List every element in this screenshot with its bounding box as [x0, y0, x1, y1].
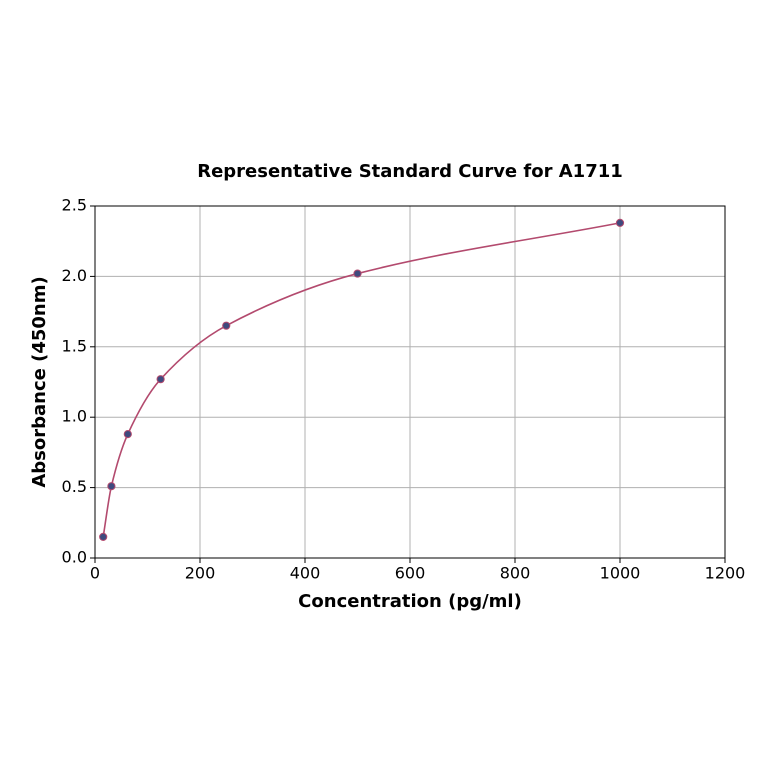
data-point: [615, 218, 625, 227]
y-tick-label: 0.0: [62, 548, 87, 567]
x-tick-label: 200: [185, 564, 216, 583]
data-point: [222, 321, 231, 330]
x-tick-label: 0: [90, 564, 100, 583]
data-point: [107, 482, 116, 491]
data-point: [353, 269, 362, 278]
x-tick-label: 1000: [600, 564, 641, 583]
y-tick-label: 0.5: [62, 477, 87, 496]
y-axis-label: Absorbance (450nm): [29, 276, 50, 487]
y-tick-label: 1.5: [62, 336, 87, 355]
x-tick-label: 800: [500, 564, 531, 583]
data-point: [156, 375, 165, 384]
data-point: [123, 429, 132, 439]
x-tick-label: 1200: [705, 564, 746, 583]
y-tick-label: 2.5: [62, 196, 87, 215]
fit-curve: [102, 222, 621, 538]
plot-frame: [94, 205, 726, 559]
data-point: [99, 532, 108, 541]
x-axis-label: Concentration (pg/ml): [298, 591, 522, 612]
y-tick-label: 1.0: [62, 407, 87, 426]
y-tick-label: 2.0: [62, 266, 87, 285]
x-tick-label: 400: [290, 564, 321, 583]
chart-title: Representative Standard Curve for A1711: [197, 161, 623, 182]
x-tick-label: 600: [395, 564, 426, 583]
